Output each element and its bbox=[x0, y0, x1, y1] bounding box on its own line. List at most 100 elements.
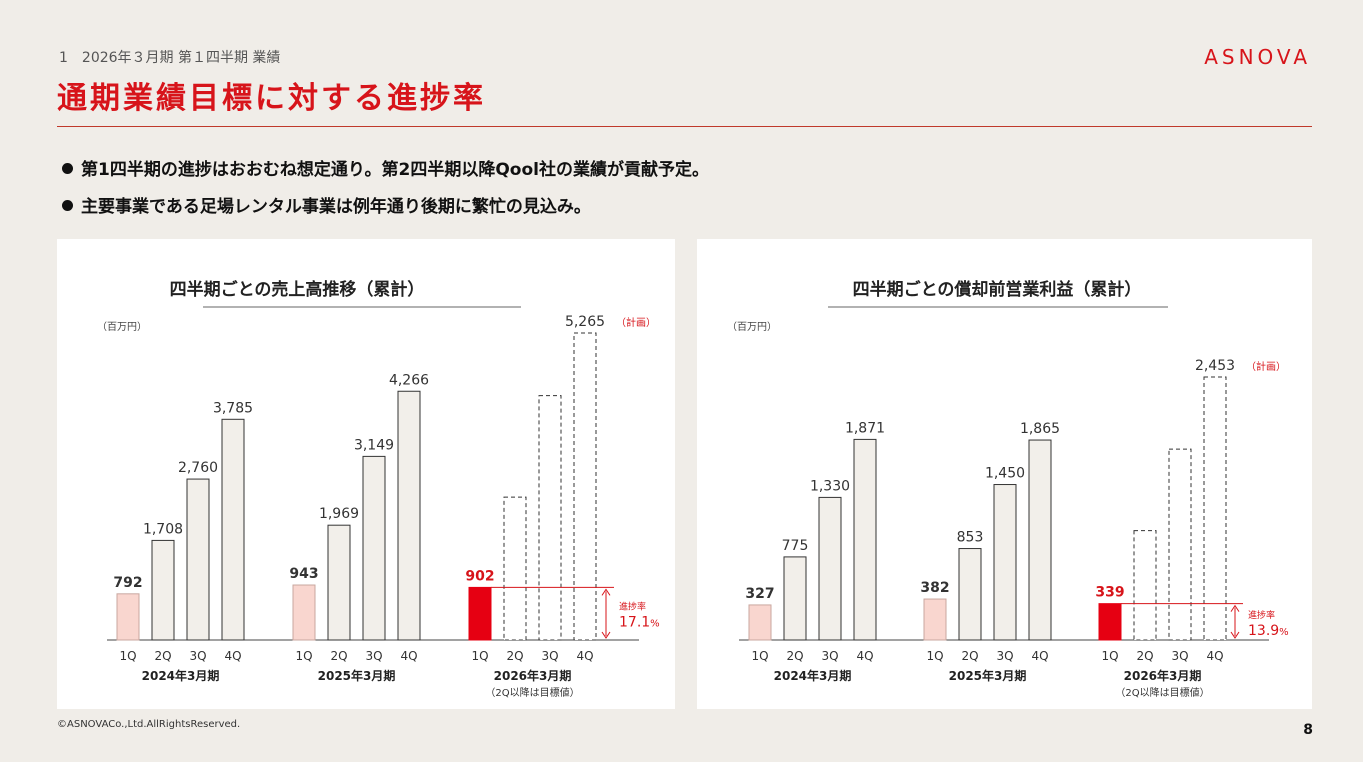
plan-label: （計画） bbox=[1246, 360, 1286, 373]
progress-arrow-up-icon bbox=[1230, 604, 1240, 612]
bar-value-label: 5,265 bbox=[565, 314, 605, 330]
planned-bar bbox=[1168, 448, 1192, 641]
bar-value-label: 902 bbox=[465, 568, 494, 584]
bar-value-label: 1,865 bbox=[1020, 421, 1060, 437]
bar bbox=[748, 604, 772, 641]
title-divider bbox=[57, 126, 1312, 127]
bar-value-label: 1,450 bbox=[985, 466, 1025, 482]
quarter-tick-label: 4Q bbox=[576, 649, 593, 663]
bar-value-label: 775 bbox=[782, 538, 809, 554]
page-title: 通期業績目標に対する進捗率 bbox=[57, 81, 486, 116]
quarter-tick-label: 1Q bbox=[1101, 649, 1118, 663]
bar bbox=[783, 556, 807, 641]
bar-value-label: 853 bbox=[957, 530, 984, 546]
bar bbox=[958, 548, 982, 641]
bar-value-label: 1,871 bbox=[845, 420, 885, 436]
bar bbox=[818, 496, 842, 641]
page-number: 8 bbox=[1303, 722, 1313, 738]
quarter-tick-label: 2Q bbox=[154, 649, 171, 663]
quarter-tick-label: 4Q bbox=[856, 649, 873, 663]
bar bbox=[292, 584, 316, 641]
chart-title: 四半期ごとの償却前営業利益（累計） bbox=[853, 279, 1142, 300]
bar bbox=[923, 598, 947, 641]
quarter-tick-label: 3Q bbox=[365, 649, 382, 663]
fiscal-year-label: 2024年3月期 bbox=[774, 668, 852, 683]
ebitda-chart: 四半期ごとの償却前営業利益（累計） （百万円） 327 1Q 775 2Q 1,330 3Q 1… bbox=[727, 279, 1289, 699]
quarter-tick-label: 1Q bbox=[471, 649, 488, 663]
quarter-tick-label: 4Q bbox=[400, 649, 417, 663]
progress-number: 17.1 bbox=[619, 615, 650, 631]
quarter-tick-label: 3Q bbox=[189, 649, 206, 663]
ebitda-chart-panel: 四半期ごとの償却前営業利益（累計） （百万円） 327 1Q 775 2Q 1,330 3Q 1… bbox=[697, 239, 1312, 709]
bar bbox=[116, 593, 140, 641]
chart-title: 四半期ごとの売上高推移（累計） bbox=[170, 279, 425, 300]
quarter-tick-label: 3Q bbox=[541, 649, 558, 663]
bar bbox=[993, 484, 1017, 641]
fiscal-year-label: 2024年3月期 bbox=[142, 668, 220, 683]
fiscal-year-label: 2025年3月期 bbox=[949, 668, 1027, 683]
quarter-tick-label: 1Q bbox=[751, 649, 768, 663]
quarter-tick-label: 1Q bbox=[119, 649, 136, 663]
sales-chart: 四半期ごとの売上高推移（累計） （百万円） 792 1Q 1,708 2Q 2,760 3Q 3… bbox=[97, 279, 660, 699]
asnova-logo: ASNOVA bbox=[1204, 45, 1311, 69]
bar bbox=[1028, 439, 1052, 641]
bar-value-label: 2,760 bbox=[178, 460, 218, 476]
bar-value-label: 327 bbox=[745, 586, 774, 602]
bar bbox=[327, 524, 351, 641]
progress-arrow-down-icon bbox=[1230, 631, 1240, 639]
bar bbox=[186, 478, 210, 641]
progress-number: 13.9 bbox=[1248, 623, 1279, 639]
quarter-tick-label: 2Q bbox=[961, 649, 978, 663]
bar-value-label: 3,785 bbox=[213, 400, 253, 416]
bullet-text: 第1四半期の進捗はおおむね想定通り。第2四半期以降Qool社の業績が貢献予定。 bbox=[81, 160, 709, 180]
quarter-tick-label: 3Q bbox=[821, 649, 838, 663]
bar bbox=[468, 586, 492, 641]
quarter-tick-label: 2Q bbox=[506, 649, 523, 663]
quarter-tick-label: 4Q bbox=[1206, 649, 1223, 663]
fiscal-year-label: 2026年3月期 bbox=[494, 668, 572, 683]
progress-label: 進捗率 bbox=[619, 601, 646, 613]
bar-value-label: 2,453 bbox=[1195, 358, 1235, 374]
target-note: （2Q以降は目標値） bbox=[1115, 686, 1209, 699]
target-note: （2Q以降は目標値） bbox=[485, 686, 579, 699]
section-label: 1 2026年３月期 第１四半期 業績 bbox=[59, 50, 281, 66]
planned-bar bbox=[538, 395, 562, 641]
copyright: ©ASNOVACo.,Ltd.AllRightsReserved. bbox=[57, 719, 241, 730]
unit-label: （百万円） bbox=[727, 321, 777, 333]
planned-bar bbox=[503, 496, 527, 641]
bar bbox=[853, 438, 877, 641]
bar-value-label: 1,330 bbox=[810, 478, 850, 494]
bar-value-label: 943 bbox=[289, 566, 318, 582]
bullet-dot-icon bbox=[62, 163, 73, 174]
bullet-text: 主要事業である足場レンタル事業は例年通り後期に繁忙の見込み。 bbox=[81, 197, 591, 217]
progress-value: 17.1% bbox=[619, 615, 660, 631]
bar-value-label: 1,969 bbox=[319, 506, 359, 522]
bar-value-label: 1,708 bbox=[143, 521, 183, 537]
bullet-item: 主要事業である足場レンタル事業は例年通り後期に繁忙の見込み。 bbox=[62, 192, 591, 217]
planned-bar bbox=[1203, 376, 1227, 641]
bar-value-label: 339 bbox=[1095, 585, 1124, 601]
quarter-tick-label: 2Q bbox=[1136, 649, 1153, 663]
quarter-tick-label: 1Q bbox=[926, 649, 943, 663]
progress-value: 13.9% bbox=[1248, 623, 1289, 639]
bullet-item: 第1四半期の進捗はおおむね想定通り。第2四半期以降Qool社の業績が貢献予定。 bbox=[62, 155, 709, 180]
bar-value-label: 3,149 bbox=[354, 437, 394, 453]
progress-label: 進捗率 bbox=[1248, 609, 1275, 621]
quarter-tick-label: 4Q bbox=[1031, 649, 1048, 663]
plan-label: （計画） bbox=[616, 316, 656, 329]
progress-arrow-down-icon bbox=[601, 631, 611, 639]
fiscal-year-label: 2026年3月期 bbox=[1124, 668, 1202, 683]
bar-value-label: 4,266 bbox=[389, 372, 429, 388]
bar bbox=[1098, 603, 1122, 641]
bar-value-label: 792 bbox=[113, 575, 142, 591]
sales-chart-panel: 四半期ごとの売上高推移（累計） （百万円） 792 1Q 1,708 2Q 2,760 3Q 3… bbox=[57, 239, 675, 709]
planned-bar bbox=[1133, 530, 1157, 641]
bar bbox=[221, 418, 245, 641]
unit-label: （百万円） bbox=[97, 321, 147, 333]
bar-value-label: 382 bbox=[920, 580, 949, 596]
bar bbox=[151, 539, 175, 641]
quarter-tick-label: 3Q bbox=[996, 649, 1013, 663]
progress-unit: % bbox=[1279, 627, 1289, 638]
progress-unit: % bbox=[650, 619, 660, 630]
bar bbox=[397, 390, 421, 641]
